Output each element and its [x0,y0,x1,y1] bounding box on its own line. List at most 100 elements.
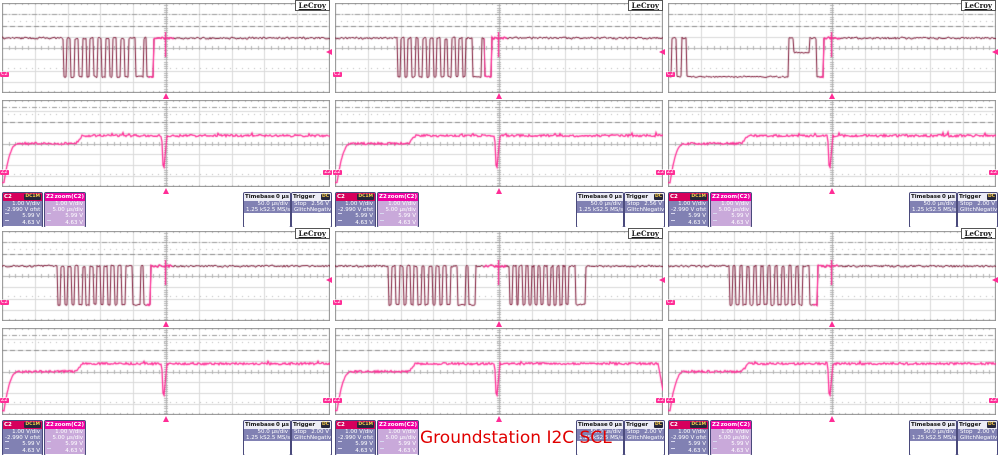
timebase-samples: 1.25 kS [246,207,267,214]
trigger-box[interactable]: Trigger DC Stop 2.00 V Glitch Negative [957,192,998,227]
z2-max-value: 5.99 V [65,441,83,448]
coupling-badge: DC1M [690,194,707,200]
z2-waveform-canvas [335,328,663,415]
channel-marker-z2-right: Z2 [989,397,998,403]
timebase-sampling: 1.25 kS 2.5 MS/s [910,435,956,441]
lecroy-logo: LeCroy [294,0,330,11]
trigger-level-marker-icon [992,49,998,55]
trigger-level: 2.00 V [644,429,662,435]
c2-max-value: 5.99 V [355,441,373,448]
zoom-z2-box[interactable]: Z2 zoom(C2) 1.00 V/div 5.00 µs/div 5.99 … [710,192,752,227]
channel-c2-box[interactable]: C2 DC1M 1.00 V/div -2.990 V ofst 5.99 V … [335,420,376,455]
c2-measure-max: 5.99 V [3,441,42,447]
trigger-header: Trigger DC [625,193,664,201]
channel-c2-header: C2 DC1M [3,421,42,429]
timebase-box[interactable]: Timebase 0 µs 50.0 µs/div 1.25 kS 2.5 MS… [576,420,624,455]
zoom-z2-box[interactable]: Z2 zoom(C2) 1.00 V/div 5.00 µs/div 5.99 … [44,192,86,227]
trigger-type-row: Glitch Negative [292,435,331,441]
trigger-mode-row: Stop 2.00 V [958,429,997,435]
timebase-samples: 1.25 kS [579,207,600,214]
trigger-level: 2.56 V [644,201,662,207]
timebase-header: Timebase 0 µs [244,193,290,201]
channel-marker-z2: Z2 [0,397,9,403]
c2-min-value: 4.63 V [688,447,706,454]
timebase-rate: 2.5 MS/s [266,207,291,214]
zoom-time-marker-icon [496,188,502,194]
max-level-icon [713,213,717,215]
zoom-time-marker-icon [496,416,502,422]
trigger-label: Trigger [626,194,649,200]
c2-waveform-canvas [335,231,663,321]
channel-c2-label: C2 [337,194,345,200]
channel-c2-label: C2 [4,422,12,428]
channel-marker-z2: Z2 [0,169,9,175]
channel-c2-header: C2 DC1M [669,193,708,201]
zoom-z2-box[interactable]: Z2 zoom(C2) 1.00 V/div 5.00 µs/div 5.99 … [377,192,419,227]
channel-c2-box[interactable]: C2 DC1M 1.00 V/div -2.990 V ofst 5.99 V … [2,192,43,227]
timebase-label: Timebase [245,422,275,428]
z2-waveform-canvas [2,100,330,187]
trigger-box[interactable]: Trigger DC Stop 2.56 V Glitch Negative [624,192,665,227]
timebase-rate: 2.5 MS/s [932,207,957,214]
trigger-type-row: Glitch Negative [958,207,997,213]
zoom-z2-box[interactable]: Z2 zoom(C2) 1.00 V/div 5.00 µs/div 5.99 … [710,420,752,455]
trigger-box[interactable]: Trigger DC Stop 2.56 V Glitch Negative [291,192,332,227]
c2-measure-min: 4.63 V [336,219,375,226]
z2-measure-max: 5.99 V [711,213,751,219]
trigger-slope: Negative [642,207,665,214]
c2-vdiv: 1.00 V/div [678,429,706,435]
channel-c2-header: C2 DC1M [336,421,375,429]
timebase-header: Timebase 0 µs [577,421,623,429]
timebase-box[interactable]: Timebase 0 µs 50.0 µs/div 1.25 kS 2.5 MS… [243,420,291,455]
z2-min-value: 4.63 V [731,219,749,226]
z2-min-value: 4.63 V [65,219,83,226]
zoom-z2-box[interactable]: Z2 zoom(C2) 1.00 V/div 5.00 µs/div 5.99 … [44,420,86,455]
trigger-box[interactable]: Trigger DC Stop 2.00 V Glitch Negative [291,420,332,455]
trigger-box[interactable]: Trigger DC Stop 2.00 V Glitch Negative [957,420,998,455]
c2-measure-min: 4.63 V [669,219,708,226]
z2-max-value: 5.99 V [398,213,416,220]
timebase-box[interactable]: Timebase 0 µs 50.0 µs/div 1.25 kS 2.5 MS… [243,192,291,227]
timebase-sampling: 1.25 kS 2.5 MS/s [577,435,623,441]
z2-measure-max: 5.99 V [378,441,418,447]
timebase-header: Timebase 0 µs [910,193,956,201]
z2-vdiv: 1.00 V/div [721,429,749,435]
z2-tdiv: 5.00 µs/div [718,435,750,442]
trigger-level-marker-icon [659,49,665,55]
zoom-z2-label: Z2 [379,194,387,200]
timebase-tdiv: 50.0 µs/div [590,201,622,207]
trigger-box[interactable]: Trigger DC Stop 2.00 V Glitch Negative [624,420,665,455]
max-level-icon [380,213,384,215]
c2-min-value: 4.63 V [22,219,40,226]
channel-marker-c2: C2 [0,299,9,305]
c2-waveform-canvas [668,3,996,93]
trigger-mode: Stop [960,429,973,435]
timebase-box[interactable]: Timebase 0 µs 50.0 µs/div 1.25 kS 2.5 MS… [576,192,624,227]
coupling-badge: DC1M [690,422,707,428]
zoom-z2-header: Z2 zoom(C2) [45,421,85,429]
trigger-header: Trigger DC [292,193,331,201]
max-level-icon [338,441,342,443]
z2-measure-min: 4.63 V [45,219,85,226]
zoom-z2-label: Z2 [712,422,720,428]
scope-panel: LeCroy C2 Z2 Z2 C2 DC1M 1.00 V/div -2.99… [0,228,332,455]
timebase-box[interactable]: Timebase 0 µs 50.0 µs/div 1.25 kS 2.5 MS… [909,420,957,455]
timebase-label: Timebase [245,194,275,200]
channel-c2-box[interactable]: C2 DC1M 1.00 V/div -2.990 V ofst 5.99 V … [335,192,376,227]
c2-measure-min: 4.63 V [669,447,708,454]
channel-c2-box[interactable]: C2 DC1M 1.00 V/div -2.990 V ofst 5.99 V … [668,192,709,227]
trigger-type: Glitch [960,435,976,442]
channel-marker-z2-right: Z2 [323,397,332,403]
max-level-icon [47,441,51,443]
trigger-coupling-badge: DC [986,422,996,428]
zoom-z2-box[interactable]: Z2 zoom(C2) 1.00 V/div 5.00 µs/div 5.99 … [377,420,419,455]
trigger-level: 2.00 V [977,429,995,435]
channel-c2-box[interactable]: C2 DC1M 1.00 V/div -2.990 V ofst 5.99 V … [668,420,709,455]
trigger-level-marker-icon [659,277,665,283]
trigger-type-row: Glitch Negative [625,207,664,213]
timebase-box[interactable]: Timebase 0 µs 50.0 µs/div 1.25 kS 2.5 MS… [909,192,957,227]
channel-c2-box[interactable]: C2 DC1M 1.00 V/div -2.990 V ofst 5.99 V … [2,420,43,455]
c2-waveform-canvas [335,3,663,93]
scope-panel: LeCroy C2 Z2 Z2 C2 DC1M 1.00 V/div -2.99… [333,228,665,455]
c2-vdiv: 1.00 V/div [12,429,40,435]
